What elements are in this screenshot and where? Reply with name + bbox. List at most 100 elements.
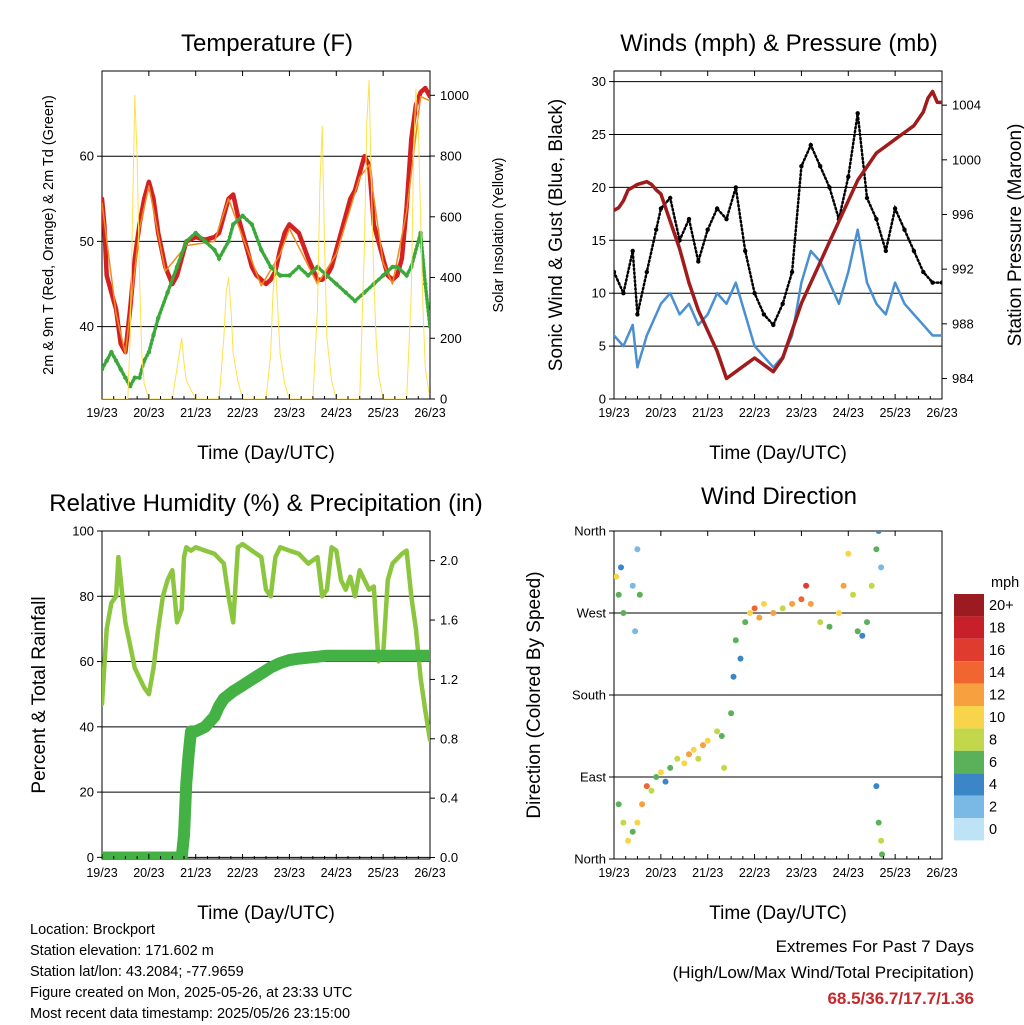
- temperature-x-ticks: 19/23 20/23 21/23 22/23 23/23 24/23 25/23 26/23: [86, 71, 446, 420]
- direction-point: [615, 801, 622, 808]
- data-point: [165, 290, 170, 295]
- data-point: [113, 358, 119, 363]
- direction-point: [614, 573, 620, 580]
- x-tick-label: 25/23: [880, 406, 911, 420]
- x-tick-label: 20/23: [645, 866, 676, 880]
- colorbar-label: 12: [989, 688, 1005, 704]
- data-point: [102, 367, 105, 372]
- data-point: [306, 273, 311, 278]
- x-tick-label: 26/23: [414, 406, 445, 420]
- direction-point: [803, 582, 810, 589]
- y-tick-label: 0: [599, 392, 606, 407]
- direction-point: [798, 596, 805, 603]
- relative-humidity-line: [102, 541, 430, 743]
- winds-pressure-panel: Winds (mph) & Pressure (mb) 19/23 20/23 21…: [546, 30, 1024, 464]
- data-point: [743, 248, 748, 254]
- y-tick-label: South: [572, 688, 606, 703]
- direction-point: [817, 619, 824, 626]
- temperature-series: [102, 79, 430, 399]
- direction-point: [859, 632, 866, 639]
- wind-direction-panel: Wind Direction 19/23 20/23 21/23 22/23 23/23…: [524, 483, 1019, 924]
- data-point: [174, 264, 180, 270]
- latest-text: Most recent data timestamp: 2025/05/26 2…: [30, 1006, 351, 1022]
- direction-point: [629, 828, 636, 835]
- colorbar-swatch: [954, 594, 984, 617]
- solar-insolation-line: [102, 79, 430, 399]
- x-tick-label: 23/23: [274, 406, 305, 420]
- colorbar-label: 4: [989, 777, 997, 793]
- direction-point: [730, 673, 737, 680]
- temperature-ylabel: 2m & 9m T (Red, Orange) & 2m Td (Green): [41, 95, 57, 375]
- data-point: [109, 349, 114, 355]
- colorbar-swatch: [954, 795, 984, 818]
- sonic-wind-line: [614, 228, 942, 369]
- data-point: [874, 216, 879, 222]
- direction-point: [878, 837, 885, 844]
- y-tick-label: North: [574, 524, 606, 539]
- data-point: [635, 312, 640, 317]
- humidity-y-ticks: 0 20 40 60 80 100: [72, 524, 102, 865]
- y2-tick-label: 600: [440, 209, 462, 224]
- y2-tick-label: 0.0: [440, 850, 458, 865]
- direction-point: [760, 600, 767, 607]
- data-point: [761, 312, 767, 317]
- y-tick-label: 40: [80, 719, 94, 734]
- y-tick-label: 15: [592, 233, 606, 248]
- colorbar-label: 14: [989, 665, 1005, 681]
- data-point: [352, 298, 358, 304]
- colorbar-label: 0: [989, 822, 997, 838]
- data-point: [902, 227, 907, 232]
- y-tick-label: 0: [87, 850, 94, 865]
- colorbar-swatch: [954, 750, 984, 774]
- temperature-xlabel: Time (Day/UTC): [197, 443, 335, 464]
- direction-point: [620, 610, 627, 616]
- data-point: [193, 230, 198, 236]
- direction-point: [732, 637, 739, 644]
- wind-direction-ylabel: Direction (Colored By Speed): [524, 571, 545, 818]
- temperature-y2label: Solar Insolation (Yellow): [491, 157, 507, 312]
- direction-point: [634, 819, 641, 826]
- direction-point: [674, 755, 681, 762]
- y-tick-label: North: [574, 852, 606, 867]
- x-tick-label: 26/23: [414, 866, 445, 880]
- y-tick-label: 60: [80, 149, 94, 164]
- x-tick-label: 19/23: [86, 406, 117, 420]
- data-point: [911, 248, 917, 254]
- data-point: [771, 322, 776, 328]
- data-point: [343, 290, 348, 295]
- colorbar-swatch: [954, 638, 984, 662]
- 9m-t-line: [102, 95, 430, 355]
- wind-direction-x-ticks: 19/23 20/23 21/23 22/23 23/23 24/23 25/23 26/23: [598, 531, 958, 880]
- location-text: Location: Brockport: [30, 922, 155, 938]
- data-point: [654, 227, 659, 232]
- total-rainfall-line: [102, 649, 430, 859]
- data-point: [864, 195, 870, 201]
- winds-y2label: Station Pressure (Maroon): [1005, 124, 1024, 347]
- direction-point: [779, 605, 786, 612]
- direction-point: [718, 733, 725, 739]
- humidity-precip-panel: Relative Humidity (%) & Precipitation (i…: [29, 490, 483, 924]
- direction-point: [770, 610, 777, 616]
- y2-tick-label: 992: [952, 262, 974, 277]
- data-point: [315, 264, 320, 270]
- y-tick-label: 40: [80, 319, 94, 334]
- data-point: [705, 227, 710, 232]
- direction-point: [634, 546, 641, 553]
- station-pressure-line: [614, 89, 942, 381]
- temperature-panel: Temperature (F) 19/23 20/23 21/23 22/23 23/2…: [41, 30, 507, 464]
- colorbar-label: 16: [989, 643, 1005, 659]
- colorbar-label: 18: [989, 620, 1005, 636]
- x-tick-label: 22/23: [227, 866, 258, 880]
- direction-point: [704, 737, 711, 744]
- direction-point: [653, 774, 660, 780]
- direction-point: [751, 605, 758, 612]
- data-point: [132, 375, 137, 380]
- latlon-text: Station lat/lon: 43.2084; -77.9659: [30, 964, 244, 980]
- direction-point: [636, 591, 643, 598]
- data-point: [404, 273, 409, 278]
- colorbar-label: 6: [989, 755, 997, 771]
- data-point: [808, 142, 813, 148]
- wind-direction-xlabel: Time (Day/UTC): [709, 903, 847, 924]
- direction-point: [742, 619, 749, 626]
